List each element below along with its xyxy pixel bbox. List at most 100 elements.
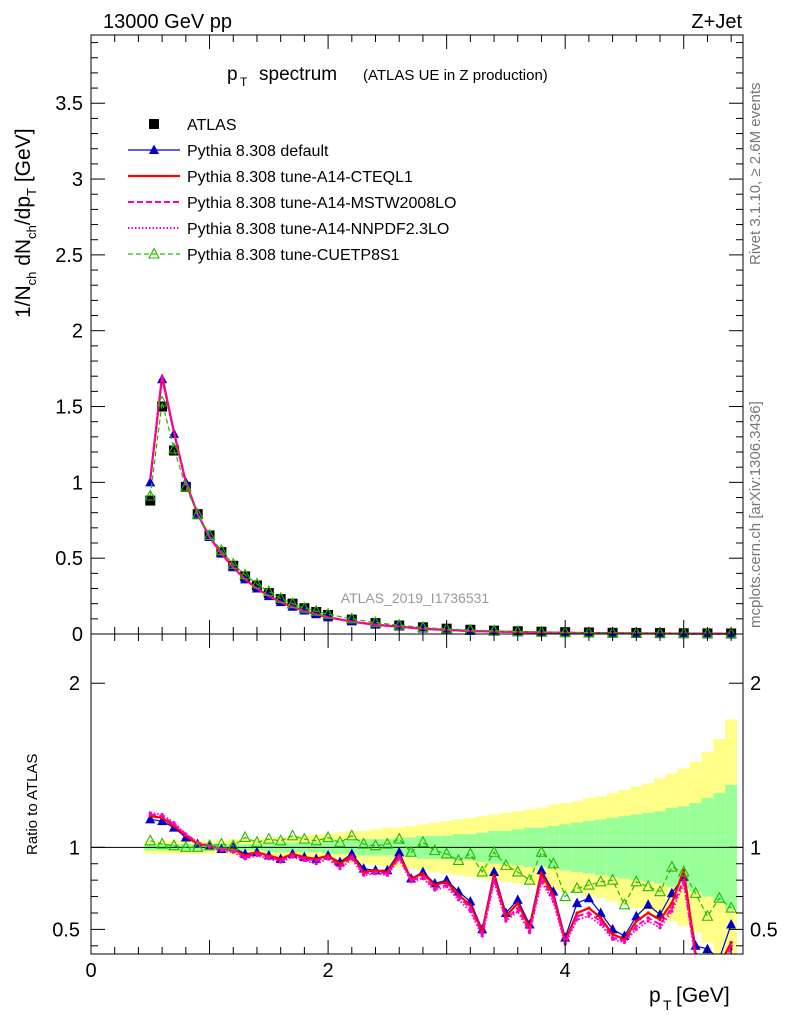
upper-y-axis-label: 1/Nch dNch/dpT [GeV] [12,128,39,318]
ratio-point-nnpdf [504,919,508,923]
point-cuetp [286,596,299,609]
ratio-point-nnpdf [421,876,425,881]
legend-label: Pythia 8.308 tune-A14-MSTW2008LO [187,195,456,212]
ratio-point-mstw [575,914,579,918]
svg-text:[GeV]: [GeV] [676,984,730,1007]
ratio-point-default [512,894,523,904]
upper-y-tick-label: 0.5 [55,548,83,570]
ratio-series-group [144,811,738,970]
ratio-point-cuetp [179,840,192,852]
x-tick-label: 2 [323,960,334,982]
ratio-point-nnpdf [480,934,484,938]
ratio-point-cteql1 [575,911,579,915]
ratio-point-cuetp [227,839,240,851]
ratio-point-nnpdf [279,860,283,864]
ratio-point-cuetp [677,865,690,877]
ratio-point-mstw [456,894,461,899]
lower-y-axis-label: Ratio to ATLAS [24,754,41,855]
ratio-point-nnpdf [409,880,413,884]
ratio-point-nnpdf [267,857,271,861]
ratio-point-nnpdf [397,857,401,861]
ratio-point-nnpdf [243,857,247,861]
ratio-point-cuetp [606,873,619,885]
analysis-watermark: ATLAS_2019_I1736531 [341,590,490,606]
ratio-point-nnpdf [385,873,389,877]
ratio-point-default [718,953,720,954]
ratio-point-cteql1 [421,871,425,876]
lower-y-tick-label: 1 [69,837,80,859]
lower-y-tick-label-right: 1 [750,837,761,859]
ratio-point-nnpdf [219,849,223,853]
ratio-point-cteql1 [658,917,662,922]
ratio-point-cuetp [499,858,512,870]
ratio-point-nnpdf [528,931,532,935]
ratio-point-cuetp [156,837,169,849]
ratio-point-cuetp [215,837,228,849]
ratio-point-mstw [587,911,591,915]
legend-label: Pythia 8.308 default [187,143,329,160]
ratio-point-cteql1 [433,883,437,887]
ratio-point-cuetp [464,847,477,859]
upper-panel [144,373,738,639]
series-line-cuetp [149,401,732,635]
point-default [145,476,156,487]
ratio-point-cuetp [286,829,299,841]
ratio-point-mstw [718,967,721,970]
svg-text:p: p [227,64,238,85]
ratio-point-cuetp [310,834,323,846]
ratio-point-cteql1 [516,901,520,905]
ratio-point-mstw [599,919,603,923]
point-cuetp [345,612,358,624]
ratio-point-cuetp [334,835,346,847]
ratio-point-nnpdf [433,888,437,892]
ratio-point-cteql1 [611,932,615,936]
ratio-point-cuetp [665,860,678,872]
legend-item-data: ATLAS [149,117,237,134]
ratio-point-cteql1 [729,940,733,945]
ratio-point-cuetp [239,830,252,843]
legend-label: ATLAS [187,117,237,134]
ratio-point-nnpdf [587,914,591,918]
ratio-point-cuetp [440,847,453,859]
svg-text:p: p [649,984,661,1007]
ratio-point-nnpdf [160,812,164,817]
ratio-point-mstw [314,858,318,863]
ratio-point-cuetp [452,853,465,866]
ratio-point-cuetp [630,875,643,887]
ratio-point-cuetp [571,881,583,893]
legend-label: Pythia 8.308 tune-CUETP8S1 [187,247,400,264]
legend-label: Pythia 8.308 tune-A14-CTEQL1 [187,169,413,186]
legend-label: Pythia 8.308 tune-A14-NNPDF2.3LO [187,221,449,238]
upper-y-tick-label: 3 [72,169,83,191]
ratio-point-cteql1 [646,911,650,915]
ratio-line-cuetp [150,835,732,918]
ratio-point-mstw [706,959,709,962]
ratio-point-cuetp [381,837,394,849]
ratio-point-cteql1 [634,919,638,923]
ratio-point-mstw [682,878,686,882]
lower-y-tick-label-right: 2 [750,673,761,695]
ratio-point-nnpdf [611,937,615,941]
ratio-point-nnpdf [634,927,638,931]
axis-ticks: 00.511.522.533.50.5 0.51 12 20 2 4 [52,35,778,982]
ratio-point-default [394,846,405,857]
ratio-point-cuetp [251,835,263,847]
ratio-point-nnpdf [468,909,472,913]
ratio-point-nnpdf [706,961,709,964]
plot-title: p T spectrum (ATLAS UE in Z production) [227,64,548,89]
ratio-point-nnpdf [231,850,235,854]
point-cuetp [191,507,204,519]
ratio-point-cteql1 [587,906,591,910]
ratio-point-cuetp [582,878,595,890]
ratio-point-cuetp [369,839,382,851]
upper-y-tick-label: 0 [72,624,83,646]
ratio-point-nnpdf [314,862,318,866]
ratio-point-mstw [516,906,520,910]
legend-item-default: Pythia 8.308 default [128,143,329,160]
ratio-line-mstw [150,813,733,954]
ratio-point-cuetp [298,832,311,844]
ratio-point-nnpdf [599,922,603,927]
ratio-point-nnpdf [539,880,544,884]
ratio-point-cteql1 [338,862,342,866]
point-cuetp [227,557,240,569]
